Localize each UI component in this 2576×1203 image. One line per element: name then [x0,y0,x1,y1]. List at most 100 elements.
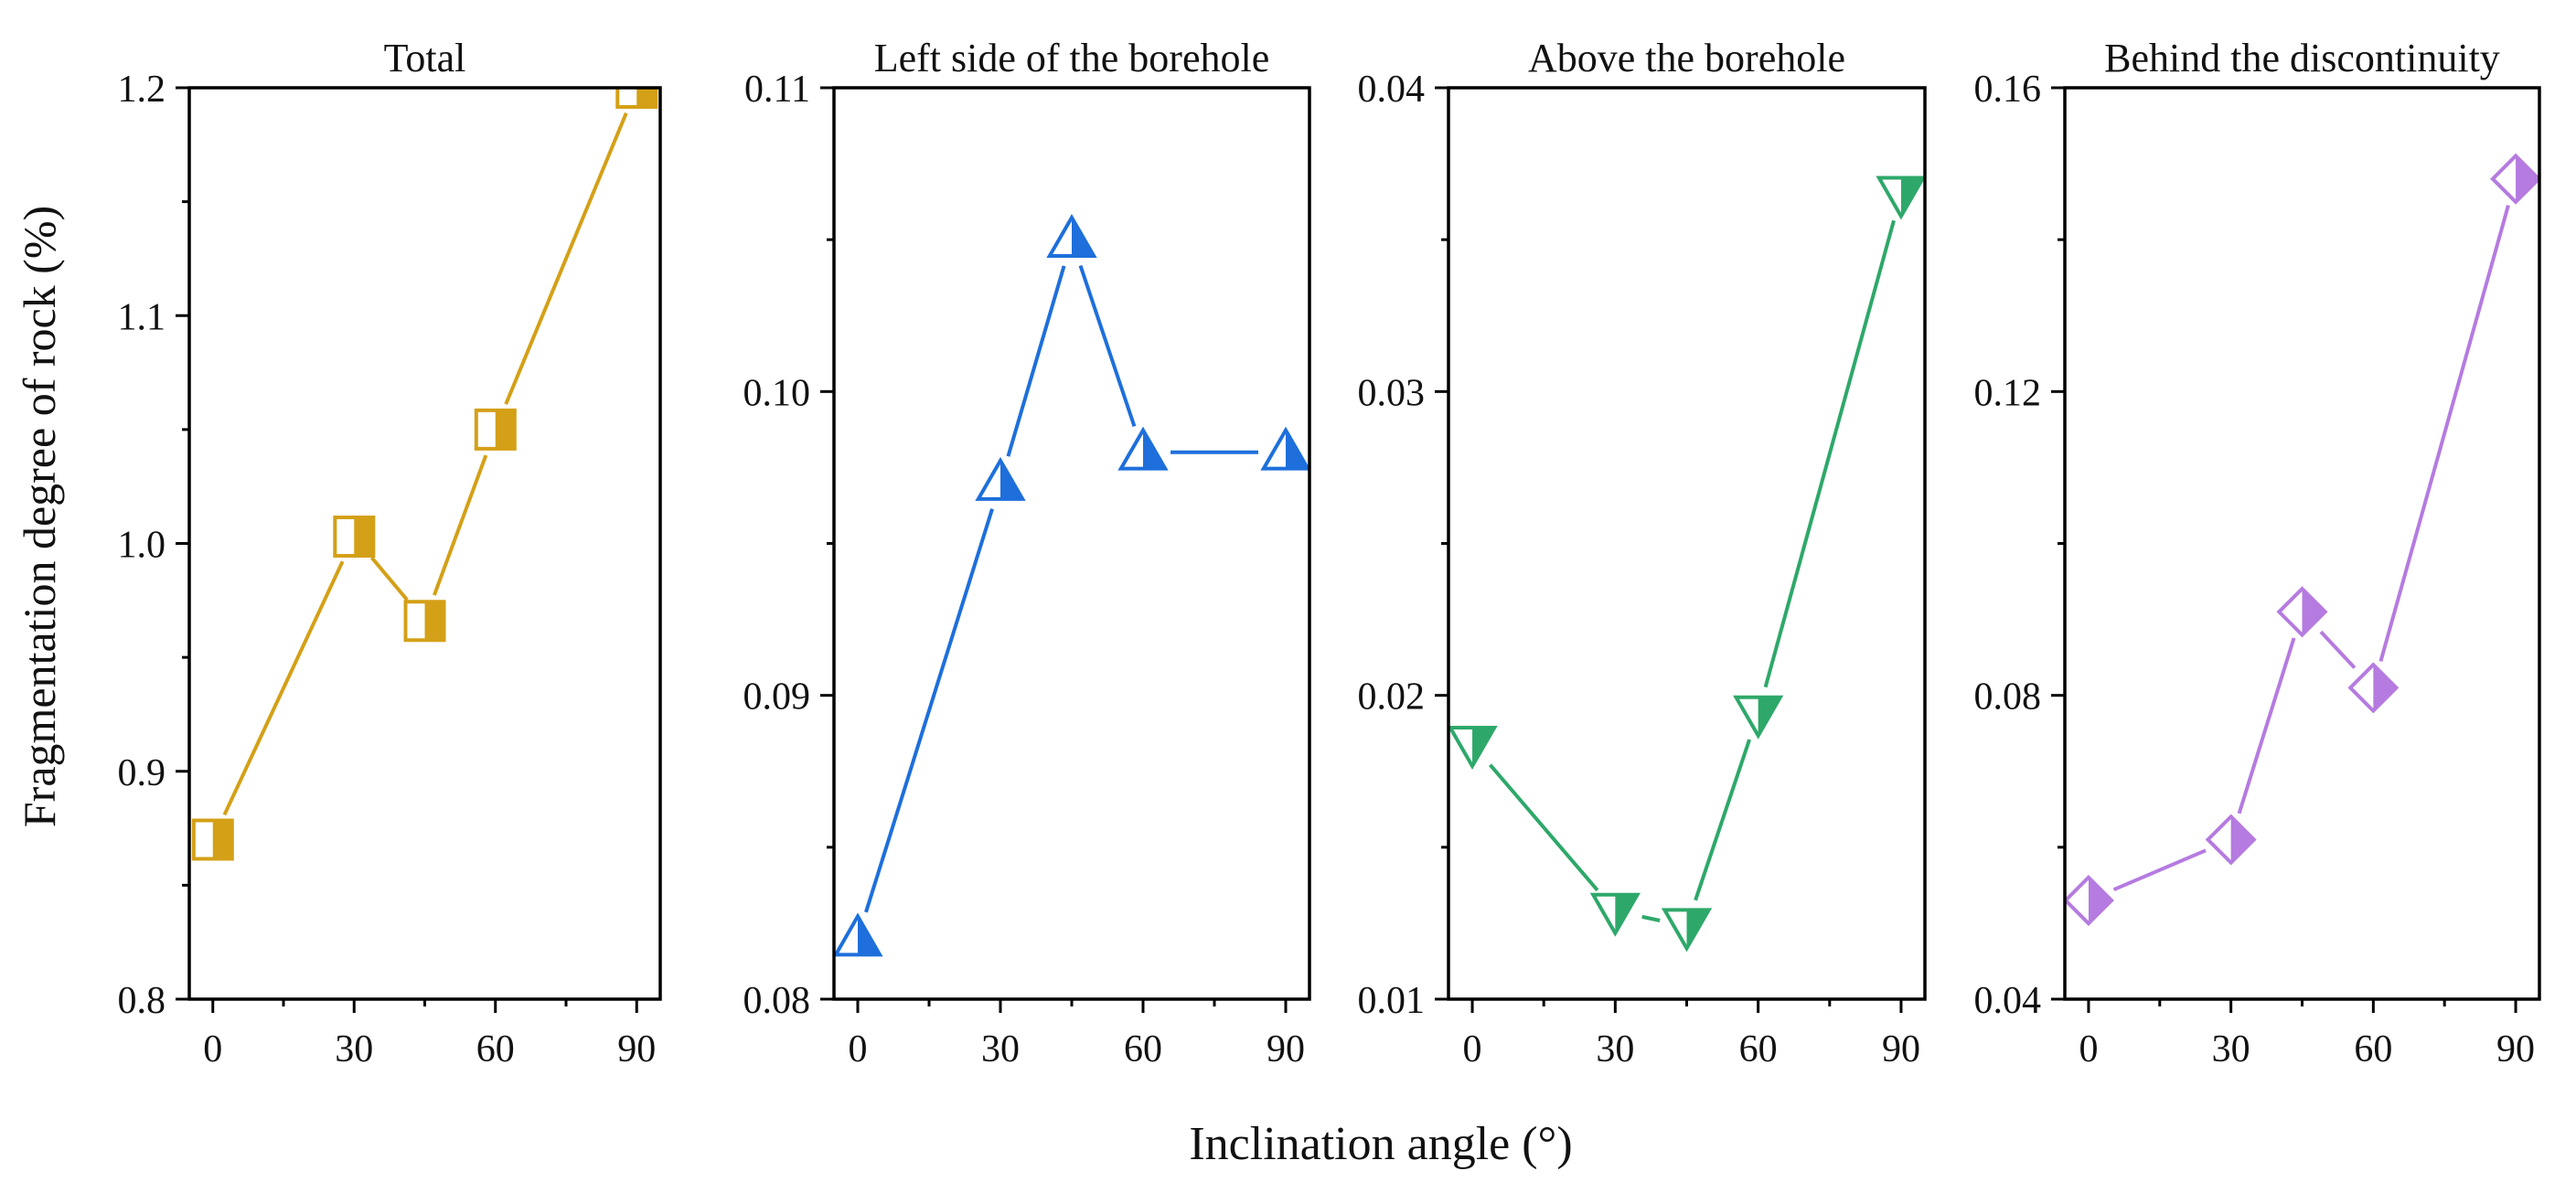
panel-frame [1447,86,1927,1001]
y-tick-label: 0.10 [743,372,811,414]
marker-fill-color [212,820,232,859]
marker-outline [2490,153,2539,205]
marker-outline [474,408,517,451]
marker-outline [615,88,658,109]
x-tick-label: 90 [1267,1028,1305,1070]
marker-fill-color [636,88,657,107]
panel-2: Left side of the borehole 0.08 0.09 0.10 0.1… [743,36,1311,1070]
y-tick-label: 1.0 [118,525,166,567]
marker-outline [2276,586,2328,638]
data-point [2347,662,2400,714]
data-point [834,912,883,957]
marker-outline [975,456,1026,501]
marker-outline [1117,426,1169,471]
marker-fill-color [2373,665,2397,711]
data-point [1589,892,1641,937]
marker-outline [1260,426,1309,471]
y-tick-label: 0.04 [1358,69,1426,111]
y-tick-label: 0.09 [743,676,811,719]
marker-fill-color [495,410,515,449]
marker-outline [2065,874,2114,927]
marker-outline [1589,892,1641,937]
panel-frame [187,86,662,1001]
x-tick-label: 30 [1596,1028,1634,1070]
series-line-segment [504,112,628,405]
marker-outline [403,600,446,643]
x-tick-label: 30 [335,1028,373,1070]
x-tick-label: 90 [617,1028,656,1070]
data-point [2490,153,2539,205]
x-tick-label: 60 [2354,1028,2392,1070]
x-tick-label: 30 [981,1028,1020,1070]
marker-outline [834,912,883,957]
series-line-segment [369,556,409,602]
marker-fill-color [2516,155,2539,202]
data-point [615,88,658,109]
data-point [2276,586,2328,638]
y-tick-label: 0.9 [118,752,166,794]
panel-frame [832,86,1311,1001]
series-line-segment [1641,914,1661,922]
marker-outline [1661,908,1713,953]
series-line-segment [222,560,345,816]
y-tick-label: 1.2 [118,69,166,111]
marker-fill-color [2302,589,2325,635]
panel-frame [2063,86,2541,1001]
panel-title: Above the borehole [1528,36,1845,80]
panel-4: Behind the discontinuity 0.04 0.08 0.12 0.16… [1974,36,2541,1070]
figure-y-axis-label: Fragmentation degree of rock (%) [14,206,65,827]
series-line-segment [1078,264,1137,427]
plot-area [1448,176,1925,953]
marker-outline [1448,726,1498,771]
data-point [975,456,1026,501]
series-line-segment [1763,219,1896,688]
series-line-segment [2378,205,2510,663]
plot-area [2065,153,2539,927]
y-tick-label: 0.11 [744,69,810,111]
series-line-segment [864,508,994,913]
data-point [1046,213,1097,258]
data-point [474,408,517,451]
series-line-segment [2237,637,2296,814]
y-tick-label: 1.1 [118,296,166,338]
data-point [2205,814,2257,866]
marker-fill-color [424,602,444,641]
y-tick-label: 0.03 [1358,372,1426,414]
panel-title: Left side of the borehole [874,36,1270,80]
panel-3: Above the borehole 0.01 0.02 0.03 0.04 0 30 60 9… [1358,36,1927,1070]
marker-fill-color [2230,816,2254,863]
y-tick-label: 0.04 [1974,980,2042,1022]
panel-title: Total [384,36,466,80]
y-tick-label: 0.16 [1974,69,2042,111]
x-tick-label: 30 [2212,1028,2250,1070]
data-point [1117,426,1169,471]
series-line-segment [1489,763,1599,892]
marker-outline [1046,213,1097,258]
marker-outline [2205,814,2257,866]
x-tick-label: 0 [1463,1028,1482,1070]
data-point [403,600,446,643]
series-line-segment [1006,265,1066,457]
y-tick-label: 0.08 [743,980,811,1022]
y-tick-label: 0.01 [1358,980,1426,1022]
marker-fill-color [354,517,374,556]
y-tick-label: 0.08 [1974,676,2042,719]
y-tick-label: 0.8 [118,980,166,1022]
series-line-segment [2112,848,2207,892]
x-tick-label: 0 [849,1028,868,1070]
data-point [333,516,376,558]
series-line-segment [1694,739,1751,901]
x-tick-label: 90 [2496,1028,2535,1070]
data-point [1448,726,1498,771]
figure-x-axis-label: Inclination angle (°) [1189,1118,1572,1170]
y-tick-label: 0.02 [1358,676,1426,719]
marker-outline [1876,176,1925,220]
marker-outline [333,516,376,558]
plot-area [834,213,1309,957]
marker-outline [191,818,234,861]
data-point [1733,695,1784,740]
x-tick-label: 60 [476,1028,515,1070]
x-tick-label: 60 [1739,1028,1778,1070]
series-line-segment [2319,630,2357,669]
